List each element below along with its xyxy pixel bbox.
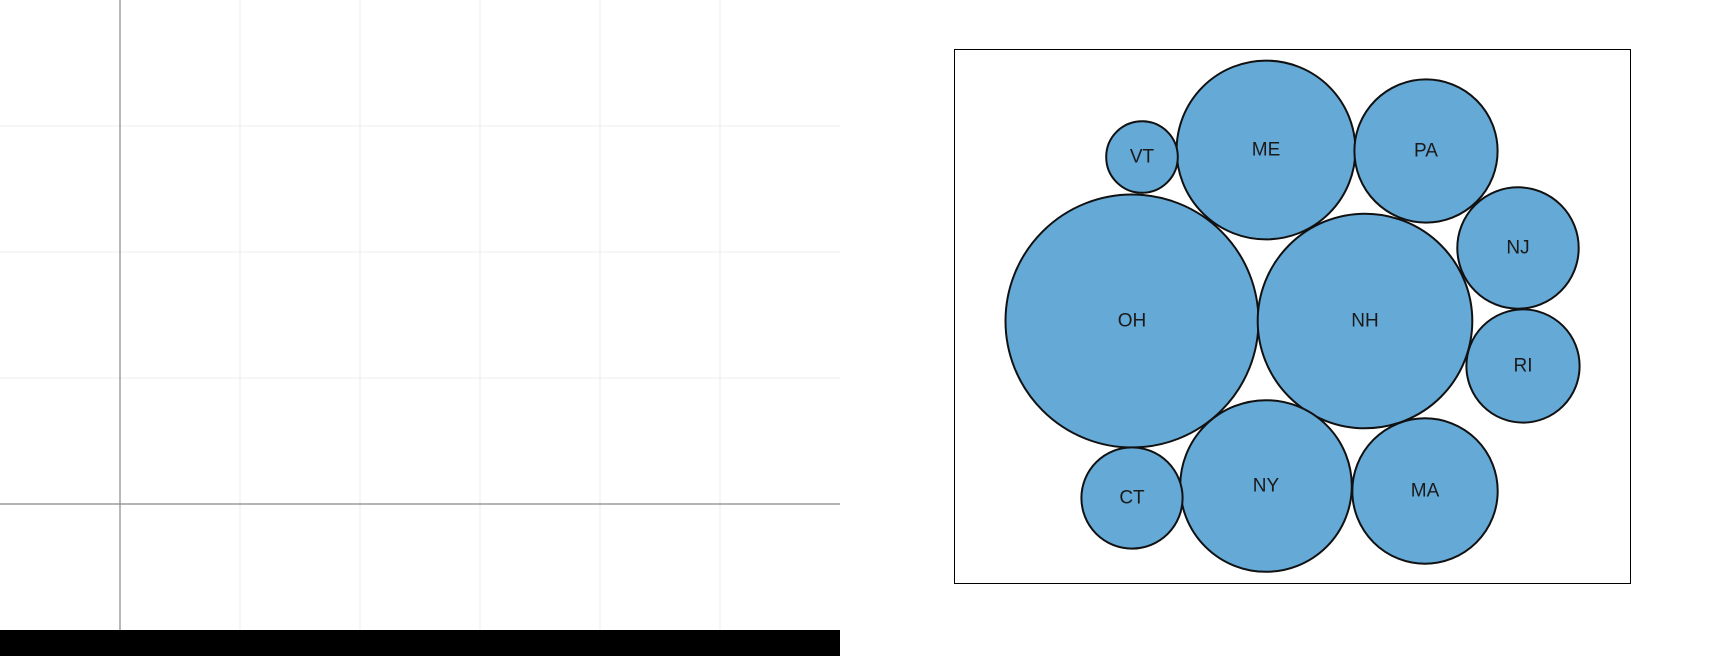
bubble-label-nj: NJ bbox=[1506, 238, 1529, 259]
bubble-vt bbox=[1105, 120, 1179, 194]
bubble-label-ma: MA bbox=[1411, 481, 1440, 502]
bubble-ri bbox=[1465, 308, 1581, 424]
bubble-pa bbox=[1353, 78, 1499, 224]
bubble-label-vt: VT bbox=[1130, 147, 1155, 168]
bubble-chart: OH NH ME NY MA PA NJ RI CT VT bbox=[954, 49, 1631, 584]
bottom-bar bbox=[0, 630, 840, 656]
empty-plot-panel bbox=[0, 0, 840, 656]
bubble-label-ri: RI bbox=[1514, 356, 1533, 377]
empty-plot-axes bbox=[0, 0, 840, 630]
bubble-label-ct: CT bbox=[1119, 488, 1145, 509]
bubble-label-me: ME bbox=[1252, 140, 1281, 161]
bubble-ma bbox=[1351, 417, 1499, 565]
bubble-nh bbox=[1256, 212, 1474, 430]
bubble-label-oh: OH bbox=[1118, 311, 1147, 332]
bubble-ct bbox=[1080, 446, 1184, 550]
bubble-label-ny: NY bbox=[1253, 476, 1280, 497]
bubble-label-nh: NH bbox=[1351, 311, 1378, 332]
bubble-label-pa: PA bbox=[1414, 141, 1438, 162]
bubble-chart-svg: OH NH ME NY MA PA NJ RI CT VT bbox=[954, 49, 1631, 584]
